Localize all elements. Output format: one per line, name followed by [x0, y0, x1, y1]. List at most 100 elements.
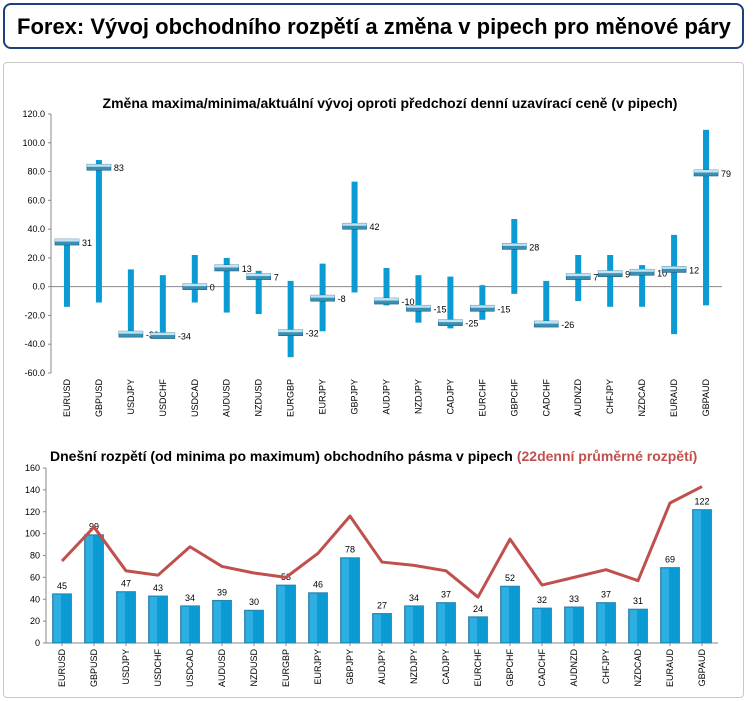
- chart-panel: [3, 62, 744, 698]
- chart2-bar-highlight: [309, 593, 317, 642]
- chart1-current-marker-highlight: [214, 264, 239, 268]
- chart2-data-label: 37: [441, 590, 451, 600]
- chart1-current-marker-highlight: [278, 329, 303, 333]
- chart1-data-label: 13: [242, 264, 252, 274]
- chart2-data-label: 52: [505, 573, 515, 583]
- chart1-category-label: AUDJPY: [382, 379, 392, 415]
- chart1-range-bar: [639, 265, 646, 307]
- chart2-bar-highlight: [437, 603, 445, 642]
- chart2-category-label: EURAUD: [665, 649, 675, 688]
- chart1-range-bar: [383, 267, 390, 306]
- chart2-bar-highlight: [501, 587, 509, 642]
- chart2-data-label: 37: [601, 590, 611, 600]
- chart2-category-label: GBPUSD: [89, 649, 99, 688]
- chart1-range-bar: [479, 285, 486, 320]
- chart2-category-label: EURJPY: [313, 649, 323, 685]
- chart1-data-label: 28: [529, 242, 539, 252]
- chart2-bar-highlight: [149, 596, 157, 642]
- chart1-data-label: -10: [402, 297, 415, 307]
- chart1-data-label: -15: [433, 304, 446, 314]
- chart2-y-tick-label: 40: [30, 594, 40, 604]
- chart2-bar-highlight: [85, 535, 93, 642]
- chart1-data-label: 83: [114, 163, 124, 173]
- chart2-category-label: CADJPY: [441, 649, 451, 685]
- chart2-bar-highlight: [213, 601, 221, 642]
- chart1-data-label: 31: [82, 238, 92, 248]
- chart1-data-label: 9: [625, 270, 630, 280]
- chart2-y-tick-label: 60: [30, 572, 40, 582]
- chart1-current-marker-highlight: [310, 295, 335, 298]
- chart1-data-label: -15: [497, 304, 510, 314]
- chart2-category-label: GBPAUD: [697, 649, 707, 687]
- chart1-range-bar: [255, 270, 262, 315]
- chart1-current-marker-highlight: [54, 239, 79, 242]
- chart1-y-tick-label: 60.0: [27, 195, 45, 205]
- chart1-y-tick-label: 20.0: [27, 253, 45, 263]
- chart1-category-label: USDJPY: [126, 379, 136, 415]
- chart2-bar-highlight: [597, 603, 605, 642]
- chart1-y-tick-label: -40.0: [24, 339, 45, 349]
- chart2-data-label: 43: [153, 583, 163, 593]
- page-header: Forex: Vývoj obchodního rozpětí a změna …: [3, 3, 744, 49]
- chart1-category-label: USDCHF: [158, 378, 168, 416]
- chart2-y-tick-label: 120: [25, 507, 40, 517]
- chart2-bar-highlight: [661, 568, 669, 642]
- chart2-data-label: 33: [569, 594, 579, 604]
- chart2-category-label: EURCHF: [473, 648, 483, 686]
- chart1-category-label: GBPCHF: [509, 379, 519, 417]
- chart2-y-tick-label: 160: [25, 463, 40, 473]
- chart2-bar-highlight: [693, 510, 701, 642]
- chart2-category-label: GBPJPY: [345, 649, 355, 685]
- chart1-range-bar: [159, 275, 166, 336]
- chart1-current-marker-highlight: [150, 332, 175, 336]
- chart1-current-marker-highlight: [534, 321, 559, 324]
- chart2-title-main: Dnešní rozpětí (od minima po maximum) ob…: [50, 448, 513, 464]
- chart1-current-marker-highlight: [694, 169, 719, 173]
- chart1-data-label: -26: [561, 320, 574, 330]
- chart1-range-bar: [191, 255, 198, 303]
- chart1-range-bar: [127, 269, 134, 335]
- chart1-current-marker-highlight: [598, 270, 623, 274]
- chart1-category-label: EURAUD: [669, 379, 679, 418]
- chart2-bar-highlight: [469, 617, 477, 642]
- chart2-data-label: 45: [57, 581, 67, 591]
- chart2-data-label: 78: [345, 545, 355, 555]
- chart2-data-label: 32: [537, 595, 547, 605]
- chart1-category-label: EURUSD: [62, 379, 72, 418]
- chart1-range-bar: [511, 219, 518, 294]
- chart1-current-marker-highlight: [630, 269, 655, 272]
- chart2-category-label: AUDNZD: [569, 649, 579, 687]
- chart1-range-bar: [607, 255, 614, 307]
- chart1-range-bar: [447, 276, 454, 329]
- chart2-category-label: USDCAD: [185, 649, 195, 688]
- chart2-bar-highlight: [405, 606, 413, 642]
- chart2-bar-highlight: [533, 609, 541, 642]
- chart1-category-label: CADJPY: [445, 379, 455, 415]
- chart2-y-tick-label: 20: [30, 616, 40, 626]
- chart2-title: Dnešní rozpětí (od minima po maximum) ob…: [50, 448, 697, 464]
- chart2-bar-highlight: [565, 607, 573, 642]
- chart1-category-label: NZDCAD: [637, 379, 647, 417]
- chart2-bar-highlight: [245, 611, 253, 642]
- chart2-category-label: CADCHF: [537, 648, 547, 686]
- chart1-data-label: 0: [210, 283, 215, 293]
- chart2-y-tick-label: 140: [25, 485, 40, 495]
- chart1-data-label: -32: [306, 329, 319, 339]
- chart2-category-label: USDJPY: [121, 649, 131, 685]
- chart2-bar-highlight: [341, 558, 349, 642]
- chart1-data-label: 7: [593, 273, 598, 283]
- chart2-data-label: 30: [249, 597, 259, 607]
- chart1-data-label: -8: [338, 294, 346, 304]
- chart1-category-label: EURJPY: [318, 379, 328, 415]
- chart1-data-label: 79: [721, 169, 731, 179]
- chart2-category-label: NZDCAD: [633, 649, 643, 687]
- chart2-y-tick-label: 100: [25, 529, 40, 539]
- chart2-data-label: 69: [665, 555, 675, 565]
- chart2-bar-highlight: [373, 614, 381, 642]
- chart1-y-tick-label: 120.0: [22, 109, 45, 119]
- chart2-bar-highlight: [53, 594, 61, 642]
- chart1-category-label: EURGBP: [286, 379, 296, 417]
- chart1-range-bar: [671, 234, 678, 335]
- chart2-category-label: GBPCHF: [505, 649, 515, 687]
